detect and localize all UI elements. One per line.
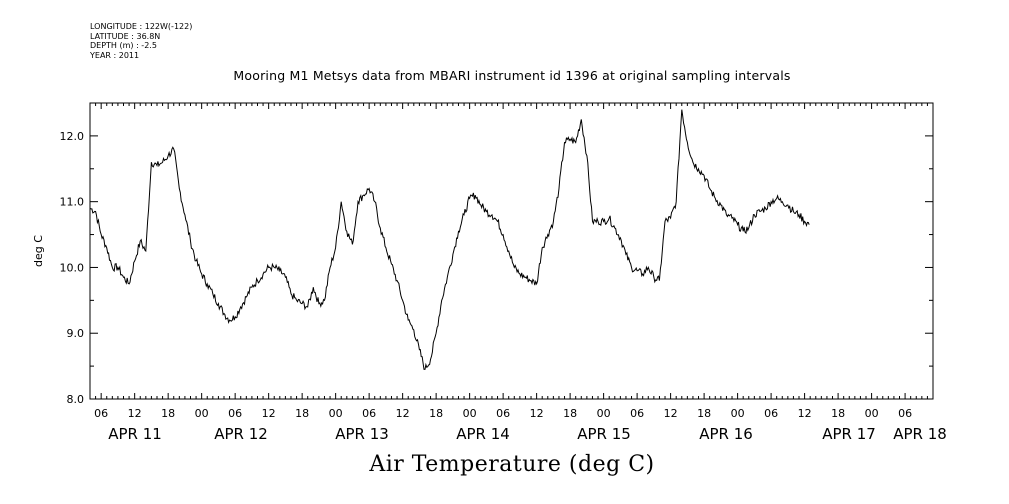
x-tick-label: 12 (798, 407, 812, 420)
x-tick-label: 00 (865, 407, 879, 420)
y-tick-label: 12.0 (60, 130, 85, 143)
x-tick-label: 00 (731, 407, 745, 420)
x-tick-label: 00 (597, 407, 611, 420)
x-tick-label: 12 (128, 407, 142, 420)
year-label: YEAR : 2011 (90, 50, 140, 60)
longitude-label: LONGITUDE : 122W(-122) (90, 22, 193, 31)
x-tick-label: 06 (362, 407, 376, 420)
x-tick-label: 18 (295, 407, 309, 420)
x-tick-label: 06 (898, 407, 912, 420)
day-label: APR 18 (893, 425, 947, 443)
station-metadata: LONGITUDE : 122W(-122) LATITUDE : 36.8N … (90, 22, 192, 60)
y-axis-label: deg C (32, 235, 45, 267)
x-tick-label: 00 (463, 407, 477, 420)
x-tick-label: 12 (262, 407, 276, 420)
day-label: APR 11 (108, 425, 162, 443)
y-tick-label: 11.0 (60, 196, 85, 209)
latitude-label: LATITUDE : 36.8N (90, 31, 161, 41)
x-tick-label: 12 (530, 407, 544, 420)
plot-frame (89, 102, 934, 400)
y-tick-label: 10.0 (60, 261, 85, 274)
y-tick-label: 8.0 (67, 393, 85, 406)
x-tick-label: 06 (94, 407, 108, 420)
x-tick-label: 18 (161, 407, 175, 420)
x-tick-label: 06 (496, 407, 510, 420)
x-tick-label: 18 (697, 407, 711, 420)
y-tick-label: 9.0 (67, 327, 85, 340)
day-label: APR 14 (456, 425, 510, 443)
x-tick-label: 12 (396, 407, 410, 420)
x-tick-label: 12 (664, 407, 678, 420)
x-tick-label: 00 (195, 407, 209, 420)
depth-label: DEPTH (m) : -2.5 (90, 41, 157, 50)
plot-title: Mooring M1 Metsys data from MBARI instru… (233, 68, 791, 83)
x-tick-label: 06 (630, 407, 644, 420)
x-tick-label: 06 (764, 407, 778, 420)
x-tick-label: 00 (329, 407, 343, 420)
day-label: APR 13 (335, 425, 389, 443)
day-label: APR 12 (214, 425, 268, 443)
day-labels: APR 11 APR 12 APR 13 APR 14 APR 15 APR 16 APR … (108, 425, 947, 443)
day-label: APR 15 (577, 425, 631, 443)
day-label: APR 17 (822, 425, 876, 443)
x-axis-label: Air Temperature (deg C) (369, 452, 655, 477)
series-group (89, 109, 810, 370)
series-line (89, 109, 810, 370)
x-tick-label: 06 (228, 407, 242, 420)
day-label: APR 16 (699, 425, 753, 443)
air-temperature-chart: 8.0 9.0 10.0 11.0 12.0 06 12 18 00 06 12 18 00 06 12 1… (32, 102, 947, 443)
x-tick-label: 18 (831, 407, 845, 420)
x-tick-label: 18 (429, 407, 443, 420)
y-tick-labels: 8.0 9.0 10.0 11.0 12.0 (60, 130, 85, 406)
tick-marks (89, 102, 934, 400)
x-tick-labels: 06 12 18 00 06 12 18 00 06 12 18 00 06 12 18 00 06 12 18 00… (94, 407, 912, 420)
x-tick-label: 18 (563, 407, 577, 420)
